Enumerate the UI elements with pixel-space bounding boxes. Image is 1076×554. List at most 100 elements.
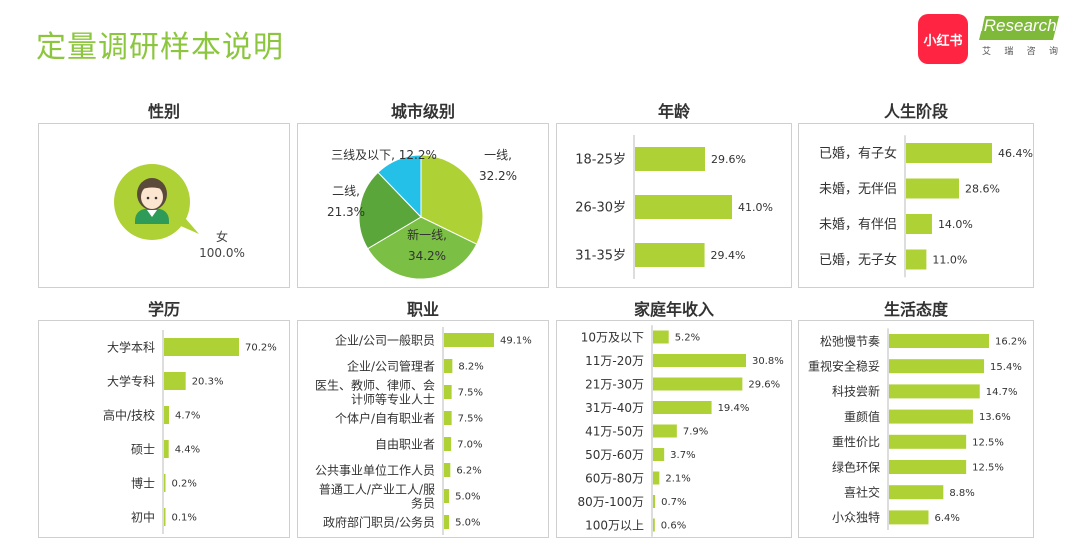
attitude-bar [889, 409, 973, 424]
age-bar [635, 243, 705, 267]
life-value-label: 46.4% [998, 147, 1033, 160]
income-bar [653, 518, 655, 532]
gender-panel: 女 100.0% [38, 123, 290, 288]
job-title: 职业 [406, 300, 439, 319]
city-panel: 一线, 32.2% 新一线, 34.2% 二线, 21.3% 三线及以下, 12.2% [297, 123, 549, 288]
job-category-label: 公共事业单位工作人员 [315, 462, 435, 477]
city-pie-slice [377, 154, 422, 219]
edu-panel: 大学本科 70.2% 大学专科 20.3% 高中/技校 4.7% 硕士 4.4% 博士 0.2% 初… [38, 320, 290, 538]
income-title: 家庭年收入 [633, 300, 714, 319]
attitude-value-label: 6.4% [935, 513, 960, 524]
income-category-label: 21万-30万 [585, 377, 644, 391]
age-value-label: 41.0% [738, 201, 773, 214]
life-value-label: 11.0% [932, 253, 967, 266]
attitude-category-label: 重颜值 [844, 409, 880, 424]
age-value-label: 29.4% [711, 249, 746, 262]
edu-value-label: 0.2% [172, 479, 197, 490]
female-eye-left-icon [146, 196, 150, 200]
life-value-label: 28.6% [965, 182, 1000, 195]
income-bar [653, 448, 665, 461]
attitude-bar [889, 359, 985, 374]
income-bar [653, 471, 660, 485]
attitude-value-label: 12.5% [972, 463, 1004, 474]
life-bar [906, 214, 932, 234]
job-value-label: 6.2% [456, 466, 481, 477]
job-bar-chart: 企业/公司一般职员 49.1% 企业/公司管理者 8.2% 医生、教师、律师、会计师等专… [315, 327, 532, 535]
edu-value-label: 4.4% [175, 445, 200, 456]
income-value-label: 7.9% [683, 427, 708, 438]
xiaohongshu-logo: 小红书 [918, 14, 968, 64]
job-panel: 企业/公司一般职员 49.1% 企业/公司管理者 8.2% 医生、教师、律师、会计师等专… [297, 320, 549, 538]
attitude-category-label: 重性价比 [832, 435, 880, 449]
job-value-label: 7.5% [458, 414, 483, 425]
income-category-label: 100万以上 [585, 518, 644, 532]
life-category-label: 未婚，有伴侣 [819, 218, 897, 233]
income-category-label: 10万及以下 [581, 330, 644, 344]
attitude-bar-chart: 松弛慢节奏 16.2% 重视安全稳妥 15.4% 科技尝新 14.7% 重颜值 13.6% 重性… [808, 328, 1027, 530]
city-pie-chart: 一线, 32.2% 新一线, 34.2% 二线, 21.3% 三线及以下, 12.2% [327, 148, 517, 280]
job-category-label: 个体户/自有职业者 [335, 410, 435, 425]
edu-category-label: 初中 [131, 509, 155, 524]
age-category-label: 26-30岁 [575, 201, 626, 216]
job-bar [444, 359, 453, 373]
job-bar [444, 385, 452, 399]
edu-category-label: 博士 [131, 475, 155, 490]
life-category-label: 未婚，无伴侣 [819, 182, 897, 197]
job-bar [444, 515, 450, 529]
job-bar [444, 489, 450, 503]
age-bar-chart: 18-25岁 29.6% 26-30岁 41.0% 31-35岁 29.4% [575, 135, 773, 279]
age-panel: 18-25岁 29.6% 26-30岁 41.0% 31-35岁 29.4% [556, 123, 792, 288]
job-value-label: 7.0% [457, 440, 482, 451]
income-value-label: 5.2% [675, 333, 700, 344]
city-value-label: 21.3% [327, 205, 365, 219]
job-bar [444, 437, 452, 451]
city-pie-slice [358, 171, 422, 250]
age-value-label: 29.6% [711, 153, 746, 166]
income-value-label: 19.4% [718, 403, 750, 414]
attitude-value-label: 15.4% [990, 362, 1022, 373]
gender-value-label: 100.0% [199, 246, 245, 260]
city-value-label: 34.2% [408, 249, 446, 263]
gender-title: 性别 [147, 102, 180, 121]
attitude-category-label: 绿色环保 [832, 459, 880, 474]
income-value-label: 2.1% [665, 474, 690, 485]
edu-category-label: 大学专科 [107, 373, 155, 388]
iresearch-logo-text: iResearch [980, 16, 1057, 35]
city-pie-slice [420, 154, 484, 245]
job-category-label: 自由职业者 [375, 437, 435, 451]
city-category-label: 新一线, [407, 227, 447, 242]
income-category-label: 50万-60万 [585, 448, 644, 462]
age-bar [635, 147, 706, 171]
income-category-label: 80万-100万 [577, 495, 644, 509]
page-title: 定量调研样本说明 [36, 30, 284, 65]
income-bar [653, 377, 743, 391]
income-category-label: 60万-80万 [585, 471, 644, 485]
attitude-bar [889, 384, 980, 399]
life-bar [906, 249, 927, 270]
female-fringe-icon [140, 183, 164, 190]
attitude-category-label: 科技尝新 [832, 384, 880, 399]
age-bar [635, 195, 732, 219]
edu-bar [164, 474, 166, 492]
female-face-icon [141, 185, 163, 209]
job-bar [444, 411, 452, 425]
income-value-label: 3.7% [670, 450, 695, 461]
income-panel: 10万及以下 5.2% 11万-20万 30.8% 21万-30万 29.6% 31万-40… [556, 320, 792, 538]
job-bar [444, 333, 494, 347]
attitude-bar [889, 434, 967, 449]
edu-bar-chart: 大学本科 70.2% 大学专科 20.3% 高中/技校 4.7% 硕士 4.4% 博士 0.2% 初… [103, 330, 277, 534]
income-value-label: 0.6% [661, 521, 686, 532]
edu-bar [164, 372, 186, 390]
female-eye-right-icon [154, 196, 158, 200]
attitude-bar [889, 460, 967, 474]
city-value-label: 32.2% [479, 169, 517, 183]
attitude-value-label: 8.8% [949, 488, 974, 499]
life-bar-chart: 已婚，有子女 46.4% 未婚，无伴侣 28.6% 未婚，有伴侣 14.0% 已婚，无子女 1… [819, 135, 1033, 278]
income-category-label: 11万-20万 [585, 354, 644, 368]
iresearch-logo: iResearch 艾 瑞 咨 询 [976, 14, 1060, 60]
xiaohongshu-logo-text: 小红书 [923, 33, 963, 49]
attitude-category-label: 小众独特 [832, 510, 880, 525]
attitude-value-label: 12.5% [972, 437, 1004, 448]
edu-title: 学历 [147, 300, 180, 319]
edu-bar [164, 338, 239, 356]
